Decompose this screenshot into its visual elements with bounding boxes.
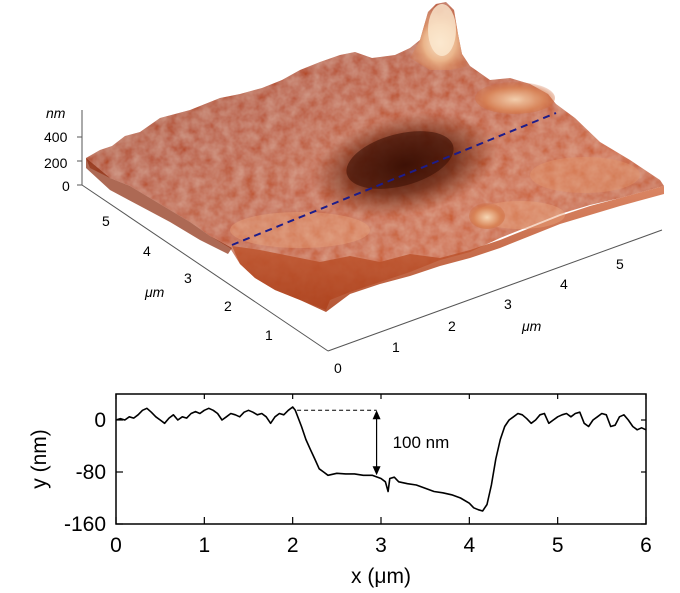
- surface-axis-labels: nm 400 200 0 5 4 3 2 1 μm 0 1 2 3 4 5 μm: [44, 105, 624, 376]
- surface-peak-glow: [428, 4, 456, 56]
- annotation-arrowhead-top: [372, 410, 381, 420]
- x-tick-3: 3: [504, 296, 512, 312]
- z-tick-400: 400: [44, 129, 68, 145]
- x-axis-line: [327, 229, 663, 352]
- surface-highlight-back: [475, 82, 555, 114]
- surface-plot: [86, 2, 664, 312]
- x-tick-label: 2: [287, 534, 299, 557]
- x-tick-2: 2: [448, 318, 456, 334]
- x-tick-5: 5: [616, 256, 624, 272]
- x-tick-label: 5: [552, 534, 564, 557]
- y-tick-5: 5: [102, 213, 110, 229]
- surface-pit-core: [346, 131, 454, 189]
- x-tick-label: 1: [198, 534, 210, 557]
- profile-series-line: [115, 406, 647, 512]
- y-tick-4: 4: [143, 243, 151, 259]
- surface-highlight-front: [230, 212, 370, 248]
- x-tick-label: 3: [375, 534, 387, 557]
- x-tick-labels: 0 1 2 3 4 5 6: [110, 534, 652, 557]
- y-unit-label: μm: [144, 284, 165, 300]
- z-unit-label: nm: [46, 105, 66, 121]
- x-tick-0: 0: [334, 360, 342, 376]
- y-tick-labels: 0 -80 -160: [64, 409, 106, 536]
- surface-left-wall: [86, 158, 232, 254]
- y-axis-title: y (nm): [28, 429, 51, 489]
- annotation-arrowhead-bottom: [372, 466, 381, 476]
- y-tick-1: 1: [265, 327, 273, 343]
- surface-axes: [77, 110, 663, 352]
- x-tick-1: 1: [392, 339, 400, 355]
- x-tick-4: 4: [560, 276, 568, 292]
- surface-highlight-right: [530, 157, 640, 193]
- y-axis-line: [81, 184, 329, 352]
- z-tick-200: 200: [44, 155, 68, 171]
- y-tick-3: 3: [184, 270, 192, 286]
- y-tick-2: 2: [224, 298, 232, 314]
- annotation-label: 100 nm: [393, 433, 450, 452]
- surface-front-edge: [232, 186, 664, 312]
- y-ticks: [116, 419, 646, 525]
- x-tick-label: 4: [463, 534, 475, 557]
- x-axis-title: x (μm): [351, 565, 411, 588]
- profile-chart: 0 1 2 3 4 5 6 0 -80 -160 100 nm x (μm) y (nm): [28, 393, 652, 588]
- y-tick-label: -80: [76, 461, 106, 484]
- x-tick-label: 0: [110, 534, 122, 557]
- z-tick-0: 0: [62, 178, 70, 194]
- x-unit-label: μm: [521, 318, 542, 334]
- y-tick-label: 0: [94, 409, 106, 432]
- profile-line: [231, 112, 557, 246]
- surface-bump: [469, 203, 505, 229]
- y-tick-label: -160: [64, 513, 106, 536]
- x-tick-label: 6: [640, 534, 652, 557]
- x-ticks: [115, 394, 647, 524]
